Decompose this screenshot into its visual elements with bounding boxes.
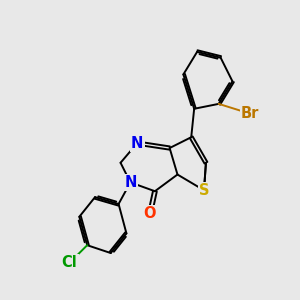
Text: Br: Br xyxy=(241,106,259,121)
Text: O: O xyxy=(144,206,156,221)
Text: N: N xyxy=(124,175,136,190)
Text: S: S xyxy=(199,183,209,198)
Text: Cl: Cl xyxy=(61,255,77,270)
Text: N: N xyxy=(131,136,143,151)
